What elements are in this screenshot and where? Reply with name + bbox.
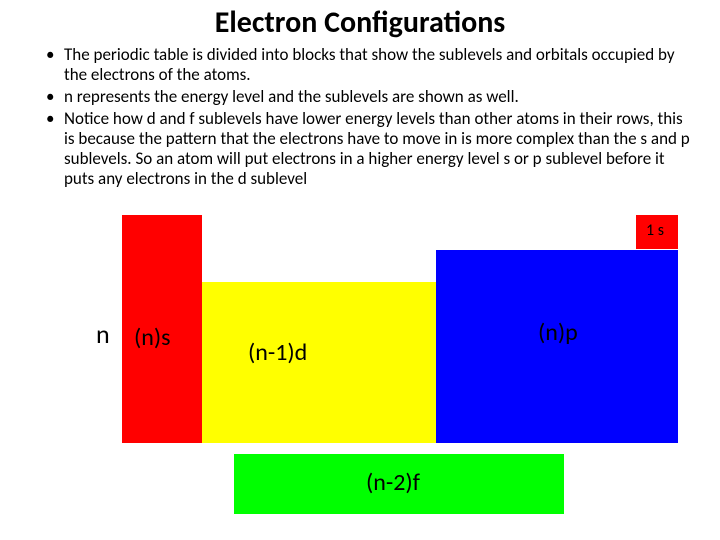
page-title: Electron Configurations xyxy=(0,0,720,45)
periodic-block-diagram: n (n)s (n-1)d (n)p (n-2)f 1 s xyxy=(0,210,720,540)
s1-label: 1 s xyxy=(646,221,664,240)
bullet-item: The periodic table is divided into block… xyxy=(46,45,690,85)
bullet-item: n represents the energy level and the su… xyxy=(46,87,690,107)
d-block xyxy=(202,282,436,443)
nd-label: (n-1)d xyxy=(248,338,307,367)
nf-label: (n-2)f xyxy=(366,468,420,497)
bullet-item: Notice how d and f sublevels have lower … xyxy=(46,109,690,189)
n-label: n xyxy=(96,318,110,350)
np-label: (n)p xyxy=(538,318,578,347)
bullet-list: The periodic table is divided into block… xyxy=(0,45,720,189)
ns-label: (n)s xyxy=(134,323,171,352)
